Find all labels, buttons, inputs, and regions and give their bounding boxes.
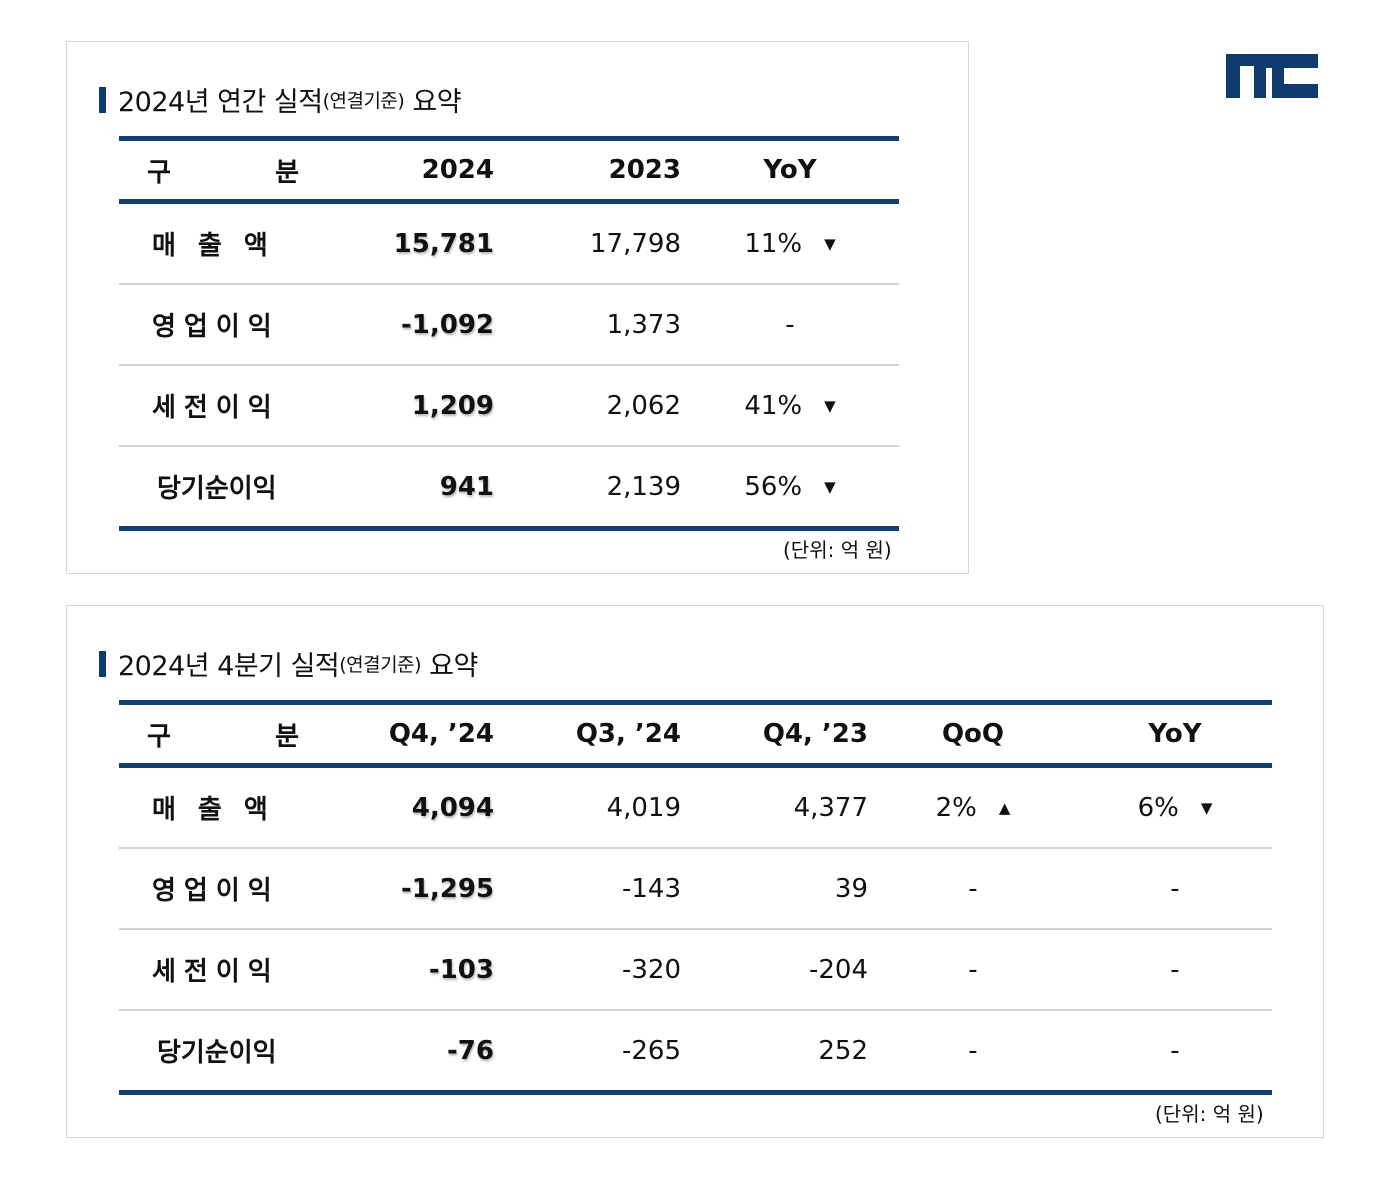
down-arrow-icon: ▼: [824, 397, 836, 415]
title-bar-icon: [99, 650, 106, 677]
header-2023: 2023: [608, 155, 681, 185]
table-row: 당기순이익 941 2,139 56% ▼: [119, 446, 899, 529]
header-qoq: QoQ: [941, 719, 1005, 749]
unit-note: (단위: 억 원): [783, 538, 892, 562]
down-arrow-icon: ▼: [824, 478, 836, 496]
table-row: 매출액 4,094 4,019 4,377 2% ▲ 6% ▼: [119, 766, 1272, 848]
header-q4-24: Q4, ’24: [388, 719, 494, 749]
up-arrow-icon: ▲: [998, 799, 1011, 817]
table-row: 영업이익 -1,295 -143 39 - -: [119, 848, 1272, 929]
table-row: 영업이익 -1,092 1,373 -: [119, 284, 899, 365]
down-arrow-icon: ▼: [1200, 799, 1213, 817]
table-row: 세전이익 -103 -320 -204 - -: [119, 929, 1272, 1010]
header-yoy: YoY: [1148, 719, 1202, 749]
header-q3-24: Q3, ’24: [575, 719, 681, 749]
header-q4-23: Q4, ’23: [762, 719, 868, 749]
header-yoy: YoY: [763, 155, 817, 185]
down-arrow-icon: ▼: [824, 235, 836, 253]
table-row: 매출액 15,781 17,798 11% ▼: [119, 202, 899, 284]
quarterly-title: 2024년 4분기 실적 (연결기준) 요약: [99, 644, 478, 683]
nc-logo-icon: [1226, 54, 1318, 98]
title-bar-icon: [99, 86, 106, 113]
header-2024: 2024: [421, 155, 494, 185]
unit-note: (단위: 억 원): [1155, 1102, 1264, 1126]
annual-title: 2024년 연간 실적 (연결기준) 요약: [99, 80, 462, 119]
table-row: 당기순이익 -76 -265 252 - -: [119, 1010, 1272, 1093]
table-row: 세전이익 1,209 2,062 41% ▼: [119, 365, 899, 446]
